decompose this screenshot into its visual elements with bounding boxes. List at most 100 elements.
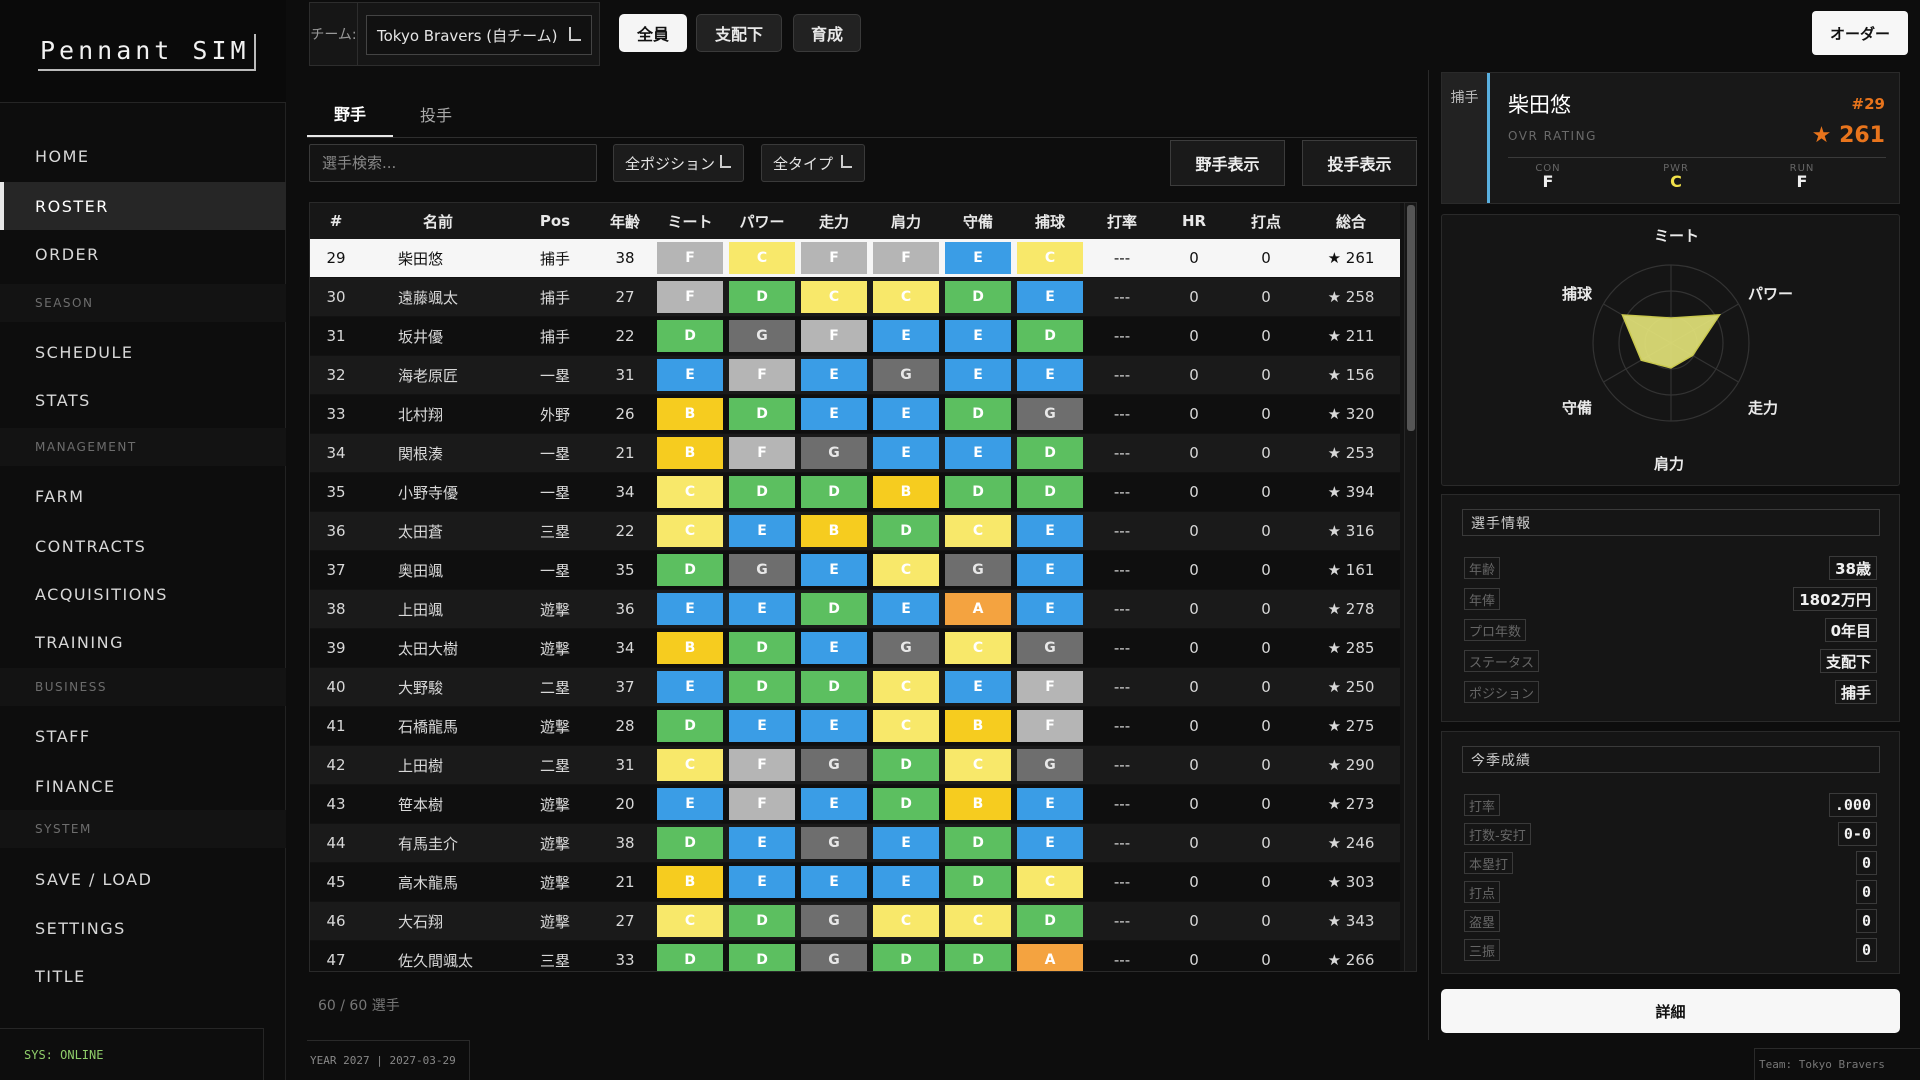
sidebar-item-finance[interactable]: FINANCE: [35, 776, 116, 796]
sidebar-item-staff[interactable]: STAFF: [35, 726, 91, 746]
col-number-header[interactable]: #: [329, 212, 343, 230]
table-row[interactable]: 31 坂井優 捕手 22 D G F E E D --- 0 0 ★ 211: [310, 317, 1400, 355]
filter-registered-button[interactable]: 支配下: [696, 14, 782, 52]
player-search-input[interactable]: [309, 144, 597, 182]
table-row[interactable]: 32 海老原匠 一塁 31 E F E G E E --- 0 0 ★ 156: [310, 356, 1400, 394]
overall-cell: ★ 303: [1327, 873, 1375, 891]
grade-badge: D: [729, 398, 795, 430]
sidebar-item-farm[interactable]: FARM: [35, 486, 85, 506]
mini-stat-value: F: [1542, 172, 1554, 191]
order-button[interactable]: オーダー: [1812, 11, 1908, 55]
table-row[interactable]: 41 石橋龍馬 遊撃 28 D E E C B F --- 0 0 ★ 275: [310, 707, 1400, 745]
avg-cell: ---: [1113, 288, 1131, 306]
filter-all-button[interactable]: 全員: [619, 14, 687, 52]
table-row[interactable]: 46 大石翔 遊撃 27 C D G C C D --- 0 0 ★ 343: [310, 902, 1400, 940]
grade-badge: D: [657, 554, 723, 586]
col-age-header[interactable]: 年齢: [609, 212, 640, 231]
table-row[interactable]: 36 太田蒼 三塁 22 C E B D C E --- 0 0 ★ 316: [310, 512, 1400, 550]
sidebar-item-schedule[interactable]: SCHEDULE: [35, 342, 134, 362]
table-row[interactable]: 39 太田大樹 遊撃 34 B D E G C G --- 0 0 ★ 285: [310, 629, 1400, 667]
sidebar-item-acquisitions[interactable]: ACQUISITIONS: [35, 584, 168, 604]
info-value: 捕手: [1834, 680, 1877, 704]
col-fielding-header[interactable]: 守備: [962, 212, 993, 231]
sidebar-item-save-load[interactable]: SAVE / LOAD: [35, 869, 153, 889]
filter-development-button[interactable]: 育成: [793, 14, 861, 52]
col-name-header[interactable]: 名前: [422, 212, 453, 231]
detail-button[interactable]: 詳細: [1441, 989, 1900, 1033]
col-overall-header[interactable]: 総合: [1335, 212, 1366, 231]
grade-badge: E: [657, 593, 723, 625]
hr-cell: 0: [1189, 834, 1199, 852]
sidebar-item-settings[interactable]: SETTINGS: [35, 918, 126, 938]
grade-badge: E: [801, 788, 867, 820]
col-hr-header[interactable]: HR: [1181, 212, 1207, 230]
scrollbar-thumb[interactable]: [1407, 205, 1415, 431]
rbi-cell: 0: [1261, 912, 1271, 930]
grade-badge: G: [1017, 398, 1083, 430]
info-value: 0: [1855, 880, 1877, 904]
grade-badge: D: [945, 944, 1011, 971]
avg-cell: ---: [1113, 678, 1131, 696]
age-cell: 34: [615, 483, 635, 501]
table-row[interactable]: 44 有馬圭介 遊撃 38 D E G E D E --- 0 0 ★ 246: [310, 824, 1400, 862]
tab-fielders[interactable]: 野手: [307, 90, 393, 138]
col-speed-header[interactable]: 走力: [818, 212, 849, 231]
player-name-cell: 上田颯: [398, 600, 444, 619]
sidebar-item-stats[interactable]: STATS: [35, 390, 91, 410]
grade-badge: B: [873, 476, 939, 508]
table-row[interactable]: 47 佐久間颯太 三塁 33 D D G D D A --- 0 0 ★ 266: [310, 941, 1400, 971]
sidebar-item-title[interactable]: TITLE: [35, 966, 86, 986]
position-cell: 三塁: [539, 951, 570, 970]
type-filter-dropdown[interactable]: 全タイプ: [761, 144, 865, 182]
hr-cell: 0: [1189, 912, 1199, 930]
col-contact-header[interactable]: ミート: [667, 212, 713, 231]
show-fielders-button[interactable]: 野手表示: [1170, 140, 1285, 186]
overall-cell: ★ 290: [1327, 756, 1375, 774]
table-row[interactable]: 42 上田樹 二塁 31 C F G D C G --- 0 0 ★ 290: [310, 746, 1400, 784]
player-count: 60 / 60 選手: [318, 998, 400, 1014]
hr-cell: 0: [1189, 717, 1199, 735]
col-rbi-header[interactable]: 打点: [1250, 212, 1281, 231]
table-row[interactable]: 33 北村翔 外野 26 B D E E D G --- 0 0 ★ 320: [310, 395, 1400, 433]
position-cell: 遊撃: [539, 834, 570, 853]
grade-badge: D: [873, 944, 939, 971]
date-status: YEAR 2027 | 2027-03-29: [307, 1040, 470, 1080]
hr-cell: 0: [1189, 522, 1199, 540]
position-cell: 遊撃: [539, 795, 570, 814]
table-row[interactable]: 30 遠藤颯太 捕手 27 F D C C D E --- 0 0 ★ 258: [310, 278, 1400, 316]
col-power-header[interactable]: パワー: [739, 212, 785, 231]
grade-badge: G: [801, 944, 867, 971]
tab-pitchers[interactable]: 投手: [419, 106, 452, 125]
table-row[interactable]: 35 小野寺優 一塁 34 C D D B D D --- 0 0 ★ 394: [310, 473, 1400, 511]
col-catching-header[interactable]: 捕球: [1034, 212, 1065, 231]
table-row[interactable]: 29 柴田悠 捕手 38 F C F F E C --- 0 0 ★ 261: [310, 239, 1400, 277]
show-pitchers-button[interactable]: 投手表示: [1302, 140, 1417, 186]
grade-badge: G: [1017, 632, 1083, 664]
table-row[interactable]: 38 上田颯 遊撃 36 E E D E A E --- 0 0 ★ 278: [310, 590, 1400, 628]
position-filter-dropdown[interactable]: 全ポジション: [613, 144, 744, 182]
table-row[interactable]: 37 奥田颯 一塁 35 D G E C G E --- 0 0 ★ 161: [310, 551, 1400, 589]
rbi-cell: 0: [1261, 522, 1271, 540]
team-select[interactable]: Tokyo Bravers (自チーム): [366, 15, 592, 55]
player-name-cell: 北村翔: [398, 405, 444, 424]
sidebar-item-contracts[interactable]: CONTRACTS: [35, 536, 147, 556]
col-avg-header[interactable]: 打率: [1106, 212, 1137, 231]
sidebar: Pennant SIM HOME ROSTER ORDER SEASON SCHEDUL…: [0, 0, 286, 1080]
season-stats-title: 今季成績: [1462, 746, 1880, 773]
grade-badge: E: [801, 554, 867, 586]
col-position-header[interactable]: Pos: [539, 212, 571, 230]
grade-badge: D: [657, 710, 723, 742]
sidebar-item-roster[interactable]: ROSTER: [0, 182, 286, 230]
info-label: 本塁打: [1464, 852, 1514, 874]
sidebar-item-home[interactable]: HOME: [35, 146, 90, 166]
table-scrollbar[interactable]: [1404, 203, 1416, 971]
table-row[interactable]: 40 大野駿 二塁 37 E D D C E F --- 0 0 ★ 250: [310, 668, 1400, 706]
player-name-cell: 太田蒼: [398, 522, 444, 541]
table-row[interactable]: 34 関根湊 一塁 21 B F G E E D --- 0 0 ★ 253: [310, 434, 1400, 472]
sidebar-item-training[interactable]: TRAINING: [35, 632, 124, 652]
sidebar-item-order[interactable]: ORDER: [35, 244, 100, 264]
table-row[interactable]: 43 笹本樹 遊撃 20 E F E D B E --- 0 0 ★ 273: [310, 785, 1400, 823]
table-row[interactable]: 45 高木龍馬 遊撃 21 B E E E D C --- 0 0 ★ 303: [310, 863, 1400, 901]
grade-badge: G: [945, 554, 1011, 586]
col-arm-header[interactable]: 肩力: [890, 212, 921, 231]
